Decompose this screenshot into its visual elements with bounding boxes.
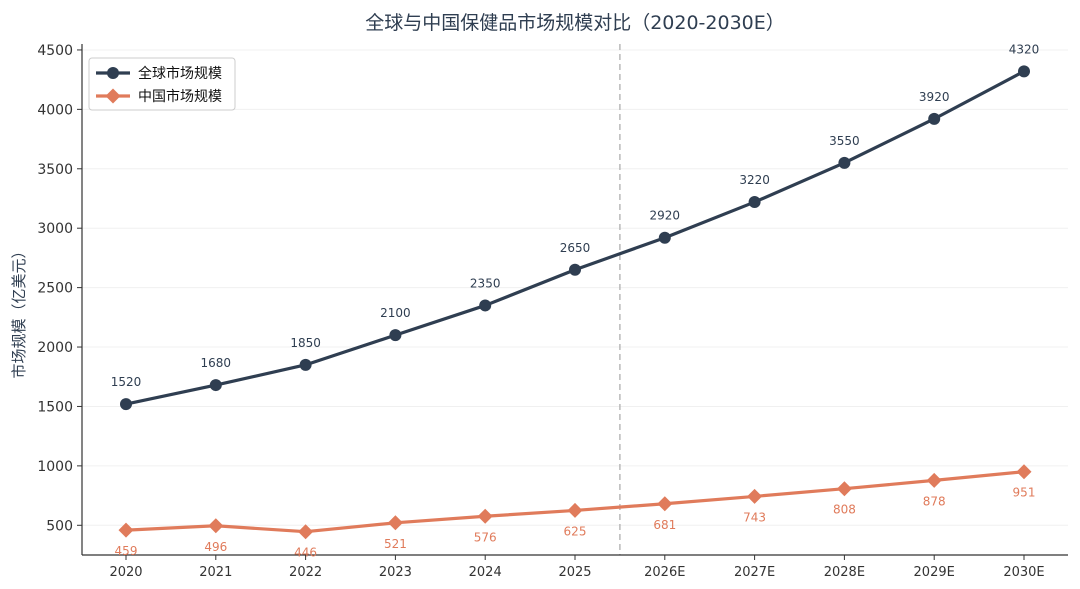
- series-1-point-2021: [208, 518, 224, 534]
- x-tick-label-2028E: 2028E: [824, 565, 865, 580]
- series-1-label-2021: 496: [204, 540, 227, 554]
- y-tick-label-3000: 3000: [37, 221, 73, 237]
- x-tick-label-2027E: 2027E: [734, 565, 775, 580]
- axes: [81, 44, 1068, 556]
- series-0-label-2025: 2650: [560, 241, 591, 255]
- series-0-point-2021: [209, 379, 222, 392]
- series-0-point-2023: [389, 329, 402, 342]
- x-tick-label-2026E: 2026E: [644, 565, 685, 580]
- y-tick-label-2000: 2000: [37, 340, 73, 356]
- series-0-label-2030E: 4320: [1009, 42, 1040, 56]
- series-0-point-2025: [569, 263, 581, 276]
- series-0-point-2026E: [658, 231, 671, 244]
- y-axis-ticks: 500 1000 1500 2000 2500 3000 3500 4000 4500: [37, 43, 82, 534]
- series-0-label-2027E: 3220: [739, 173, 770, 187]
- y-tick-label-4500: 4500: [37, 43, 73, 59]
- series-1-point-2027E: [747, 488, 763, 504]
- series-1-point-2026E: [657, 496, 673, 512]
- series-0-point-2028E: [838, 156, 851, 169]
- series-0-label-2020: 1520: [111, 375, 142, 389]
- series-0-label-2023: 2100: [380, 306, 411, 320]
- series-0-point-2029E: [928, 112, 941, 125]
- series-0-point-2022: [299, 358, 312, 371]
- series-1-label-2027E: 743: [743, 510, 766, 524]
- y-tick-label-3500: 3500: [37, 162, 73, 178]
- y-axis-label: 市场规模（亿美元）: [10, 243, 28, 378]
- x-tick-label-2021: 2021: [199, 565, 232, 580]
- chart-title: 全球与中国保健品市场规模对比（2020-2030E）: [365, 12, 785, 34]
- series-0-label-2026E: 2920: [650, 209, 681, 223]
- series-1-label-2024: 576: [474, 530, 497, 544]
- series-1-point-2029E: [926, 472, 942, 488]
- y-tick-label-2500: 2500: [37, 281, 73, 297]
- series-1-point-2028E: [836, 481, 852, 497]
- x-tick-label-2025: 2025: [558, 565, 591, 580]
- series-0-label-2024: 2350: [470, 276, 501, 290]
- series-0-point-2020: [120, 398, 132, 411]
- x-tick-label-2024: 2024: [469, 565, 502, 580]
- y-tick-label-500: 500: [46, 518, 73, 534]
- series-1-label-2029E: 878: [923, 494, 946, 508]
- x-tick-label-2029E: 2029E: [914, 565, 955, 580]
- legend-marker-0: [107, 67, 119, 79]
- y-tick-label-1500: 1500: [37, 399, 73, 415]
- series-1-label-2020: 459: [115, 544, 138, 558]
- series-0-label-2022: 1850: [290, 336, 321, 350]
- legend-label-1: 中国市场规模: [138, 88, 222, 105]
- series-line-0: [125, 69, 1025, 406]
- series-1-label-2028E: 808: [833, 503, 856, 517]
- series-1-label-2026E: 681: [653, 518, 676, 532]
- legend-label-0: 全球市场规模: [138, 65, 222, 82]
- x-tick-label-2022: 2022: [289, 565, 322, 580]
- series-1-point-2023: [387, 515, 403, 531]
- x-tick-label-2023: 2023: [379, 565, 412, 580]
- series-1-label-2022: 446: [294, 546, 317, 560]
- y-tick-label-4000: 4000: [37, 102, 73, 118]
- series-1-point-2020: [118, 522, 134, 538]
- x-axis-ticks: 2020 2021 2022 2023 2024 2025 2026E 2027E 2028E 2…: [109, 555, 1045, 580]
- series-line-1: [125, 470, 1025, 534]
- series-0-point-2024: [479, 299, 492, 312]
- y-tick-label-1000: 1000: [37, 459, 73, 475]
- series-0-label-2028E: 3550: [829, 134, 860, 148]
- x-tick-label-2030E: 2030E: [1003, 565, 1044, 580]
- series-1-point-2022: [298, 524, 314, 540]
- legend-marker-1: [105, 88, 121, 104]
- series-1-point-2025: [567, 502, 583, 518]
- series-1-label-2023: 521: [384, 537, 407, 551]
- series-0-label-2029E: 3920: [919, 90, 950, 104]
- series-1-label-2030E: 951: [1013, 486, 1036, 500]
- series-1-label-2025: 625: [564, 524, 587, 538]
- series-0-label-2021: 1680: [201, 356, 232, 370]
- series-1-point-2024: [477, 508, 493, 524]
- series-0-point-2030E: [1018, 65, 1030, 78]
- series-group: 1520 1680 1850 2100 2350 2650 2920 3220 3550 3920…: [111, 42, 1040, 559]
- grid-lines: [82, 49, 1068, 526]
- x-tick-label-2020: 2020: [109, 565, 142, 580]
- series-0-point-2027E: [748, 196, 761, 209]
- series-1-point-2030E: [1016, 464, 1032, 480]
